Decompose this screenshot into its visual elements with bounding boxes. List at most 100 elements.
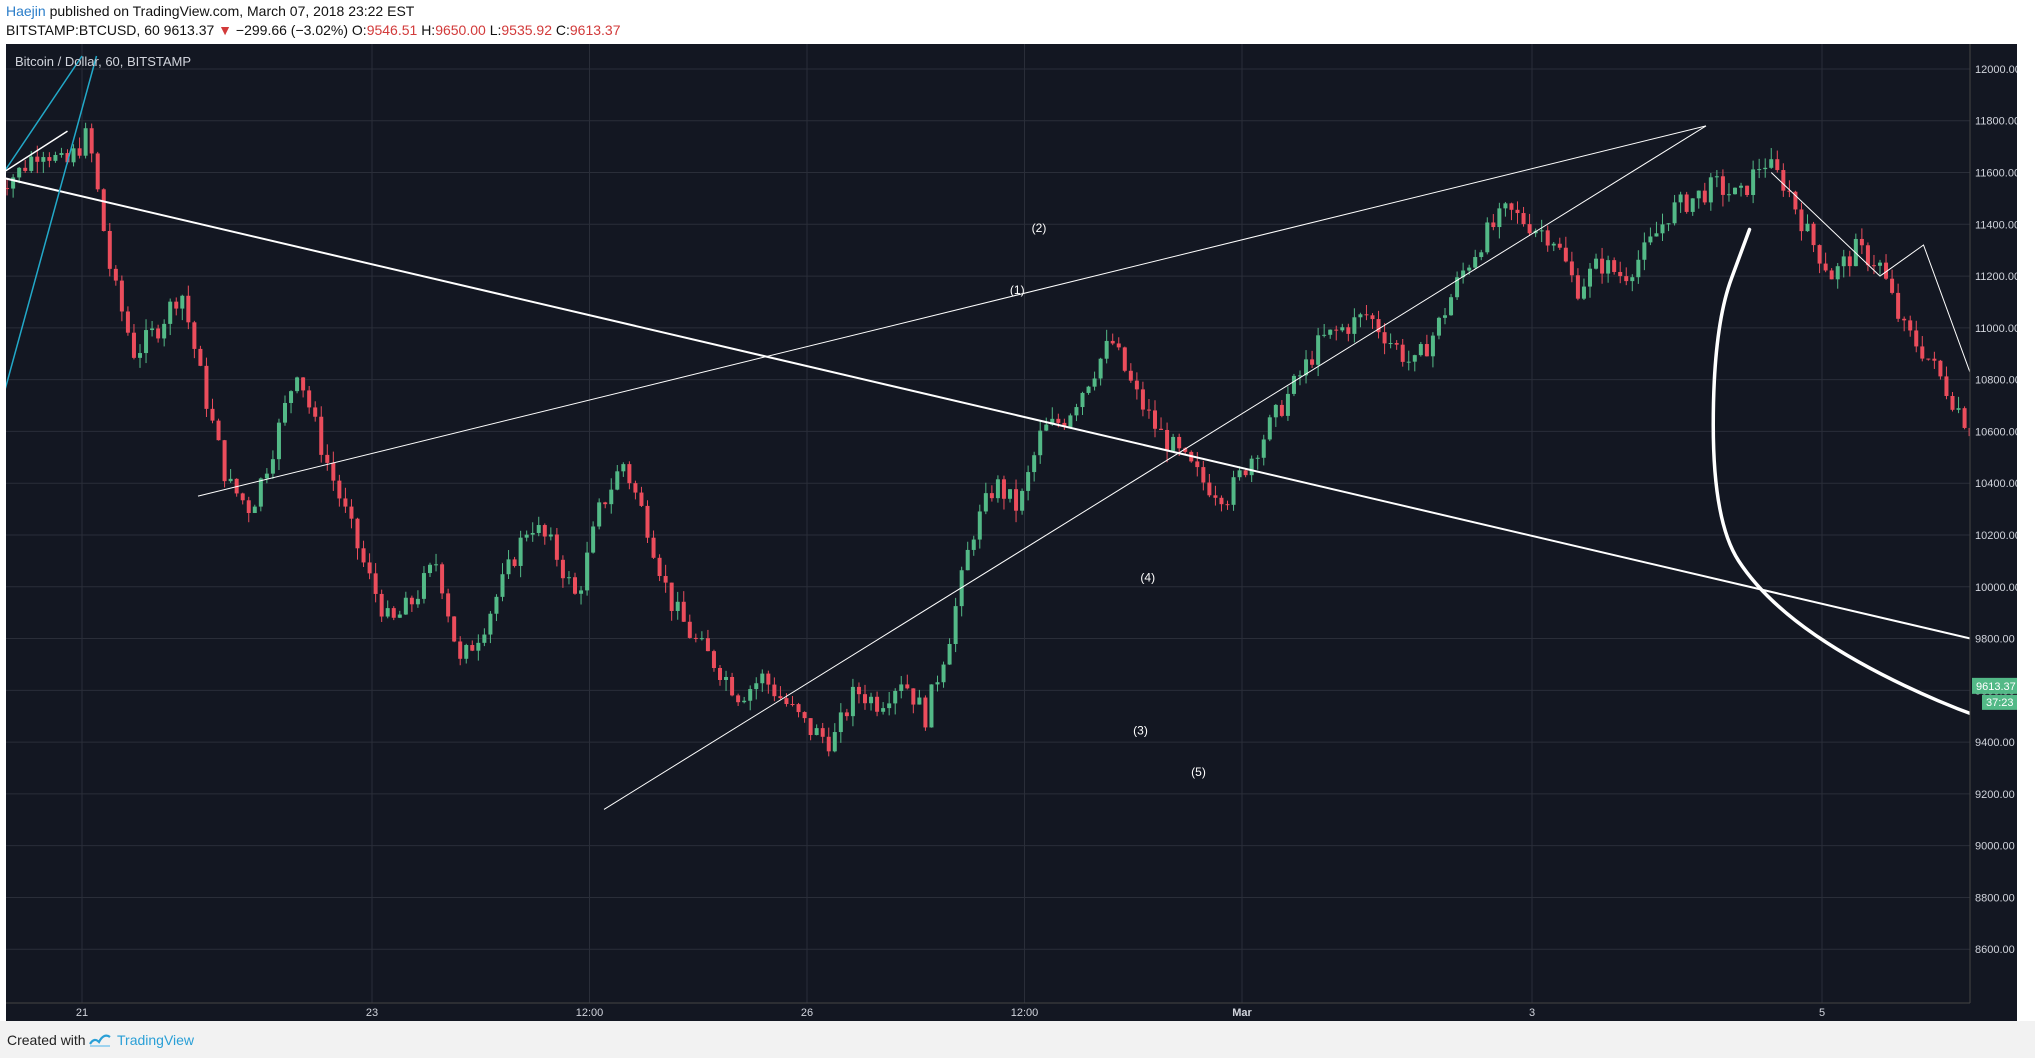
y-tick-label: 10600.00 [1975,426,2017,438]
price-axis[interactable]: 8600.008800.009000.009200.009400.009600.… [1969,44,2017,1021]
candle-body [458,641,463,659]
tradingview-link[interactable]: TradingView [117,1032,195,1048]
candle-body [1068,415,1073,427]
candle-body [506,559,511,575]
y-tick-label: 10200.00 [1975,530,2017,542]
candle-body [1322,334,1327,336]
candle-body [929,684,934,728]
candle-body [1630,277,1635,282]
candle-body [1376,319,1381,333]
candle-body [663,576,668,583]
y-tick-label: 10400.00 [1975,478,2017,490]
candle-body [1346,327,1351,334]
price-axis-bg [1970,44,2017,1021]
upper-channel-line[interactable] [197,125,1707,497]
candle-body [1436,317,1441,336]
lower-channel-line[interactable] [603,125,1707,810]
candle-body [1473,257,1478,268]
candle-body [585,552,590,591]
candle-body [379,593,384,617]
candle-body [1720,176,1725,195]
candle-body [1291,375,1296,394]
candle-body [1865,245,1870,266]
candle-body [1612,260,1617,272]
candle-body [983,493,988,512]
candle-body [639,492,644,506]
candle-body [337,480,342,499]
candle-body [905,684,910,689]
candle-body [814,728,819,736]
candle-body [1364,314,1369,316]
candle-body [887,703,892,709]
candle-body [542,525,547,537]
x-tick-label: 3 [1529,1007,1535,1019]
candle-body [1938,360,1943,377]
open-label: O: [351,22,367,38]
candle-body [1624,276,1629,282]
candle-body [790,704,795,706]
candle-body [144,330,149,354]
price-chart[interactable]: (1) (2) (3) (4) (5) 8600.00 8800.00 9000.00 920… [6,44,2017,1021]
candle-body [1304,359,1309,376]
candle-body [1008,489,1012,499]
short-white-line[interactable] [6,130,68,178]
candle-body [1056,418,1061,423]
candle-body [1618,271,1623,277]
candle-body [766,673,771,685]
cyan-trendline-2[interactable] [6,55,83,185]
candle-body [355,518,360,549]
candle-body [1467,267,1472,271]
candle-body [113,268,118,281]
candle-body [965,549,970,571]
candle-body [1340,327,1345,331]
candle-body [935,682,940,685]
y-tick-label: 11400.00 [1975,219,2017,231]
candle-body [603,502,608,505]
candle-body [89,128,94,154]
candle-body [838,712,843,733]
candle-body [71,148,76,163]
candle-body [349,506,354,519]
author-link[interactable]: Haejin [6,3,46,19]
tradingview-logo-icon[interactable] [88,1031,112,1047]
candle-body [1575,275,1580,299]
candle-body [675,601,680,611]
candle-body [1896,292,1901,319]
candle-body [1092,378,1097,387]
candle-body [77,148,82,156]
symbol-label: BITSTAMP:BTCUSD, 60 [6,22,160,38]
candle-body [536,525,541,533]
candle-body [687,621,692,638]
candle-body [1370,315,1375,320]
candle-body [1358,314,1363,318]
candle-body [17,167,22,178]
candle-body [524,534,529,538]
candle-body [1279,404,1284,416]
candle-body [1153,410,1157,429]
candle-body [1177,436,1182,449]
candle-body [971,539,976,550]
candle-body [1551,243,1556,246]
chart-area[interactable]: (1) (2) (3) (4) (5) 8600.00 8800.00 9000.00 920… [6,44,2017,1021]
candle-body [1811,223,1816,246]
candle-body [59,153,64,155]
cup-path[interactable] [1711,69,2017,750]
last-price: 9613.37 [163,22,215,38]
candle-body [748,689,753,701]
candle-body [1847,256,1852,267]
candle-body [186,295,191,323]
candle-body [470,645,475,651]
candle-body [1684,194,1689,212]
candle-body [530,532,535,535]
x-tick-label: 26 [801,1007,813,1019]
time-axis[interactable]: 212312:002612:00Mar357912:0012141612:001… [6,1002,2017,1021]
candle-body [452,616,457,642]
x-tick-label: 21 [76,1007,88,1019]
candle-body [989,493,994,499]
candle-body [597,502,602,527]
candle-body [518,537,523,566]
candle-body [258,478,263,507]
candle-body [1581,286,1586,299]
cyan-trendline-1[interactable] [6,55,98,426]
candle-body [802,712,807,719]
